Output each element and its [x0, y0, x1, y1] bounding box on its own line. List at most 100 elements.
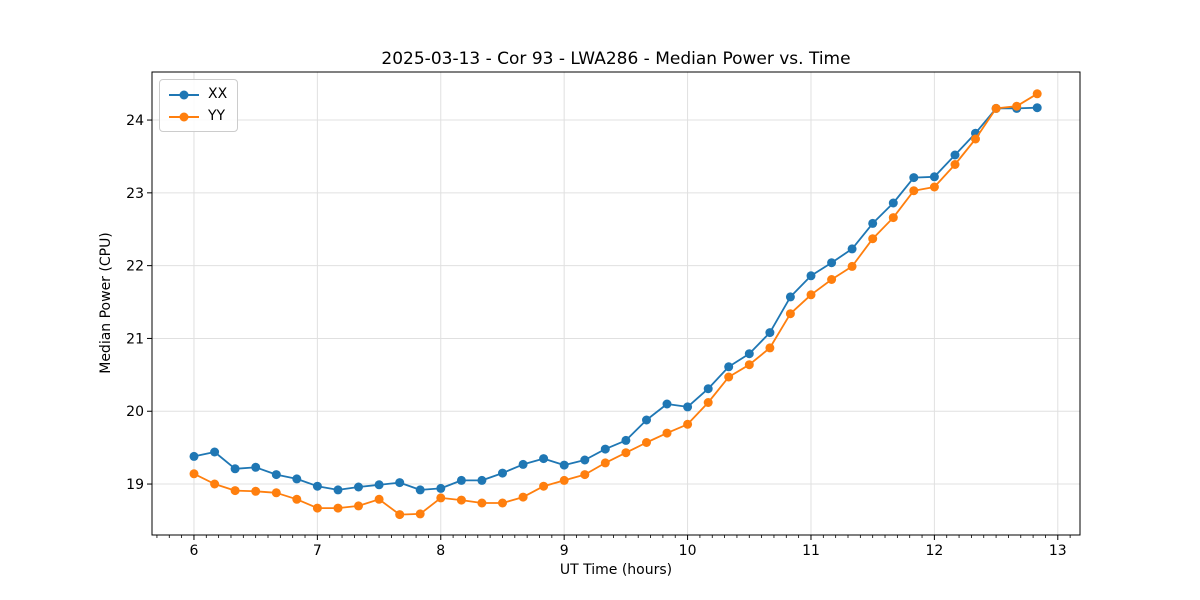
x-tick-label: 7: [313, 543, 322, 559]
x-tick-label: 9: [560, 543, 569, 559]
data-point-yy: [354, 501, 363, 511]
chart-title: 2025-03-13 - Cor 93 - LWA286 - Median Po…: [381, 49, 850, 69]
data-point-yy: [456, 495, 466, 505]
data-point-xx: [765, 328, 775, 338]
data-point-xx: [703, 384, 713, 394]
data-point-yy: [436, 493, 446, 503]
data-point-xx: [312, 481, 322, 491]
data-series: [189, 89, 1042, 520]
data-point-xx: [683, 402, 693, 412]
data-point-yy: [189, 469, 199, 479]
y-tick-label: 23: [126, 186, 144, 202]
y-tick-label: 24: [126, 113, 144, 129]
x-tick-label: 11: [802, 543, 820, 559]
data-point-yy: [806, 290, 816, 300]
data-point-yy: [847, 261, 857, 271]
legend-swatch-yy-icon: [169, 112, 199, 121]
data-point-yy: [703, 398, 713, 407]
data-point-xx: [868, 218, 878, 228]
data-point-yy: [1012, 101, 1022, 111]
data-point-yy: [950, 160, 960, 169]
data-point-yy: [518, 492, 528, 502]
legend-item-yy: YY: [169, 108, 227, 125]
data-point-xx: [210, 447, 220, 457]
data-point-xx: [559, 460, 569, 470]
data-point-yy: [929, 182, 939, 192]
x-tick-label: 10: [679, 543, 697, 559]
data-point-yy: [333, 503, 343, 513]
data-point-xx: [518, 459, 528, 469]
series-yy: [189, 89, 1042, 520]
data-point-xx: [847, 244, 857, 254]
data-point-xx: [929, 172, 939, 182]
data-point-xx: [271, 470, 281, 480]
data-point-yy: [888, 213, 898, 223]
data-point-xx: [354, 482, 363, 492]
data-point-xx: [251, 462, 261, 472]
data-point-yy: [991, 103, 1001, 113]
x-tick-label: 6: [189, 543, 198, 559]
data-point-yy: [621, 448, 631, 458]
data-point-yy: [415, 509, 425, 519]
y-tick-label: 21: [126, 331, 144, 347]
data-point-xx: [621, 435, 631, 445]
x-tick-label: 12: [925, 543, 943, 559]
data-point-yy: [785, 309, 795, 319]
data-point-xx: [415, 485, 425, 495]
series-line-yy: [193, 92, 1039, 516]
legend-item-xx: XX: [169, 86, 227, 103]
data-point-xx: [477, 475, 487, 485]
data-point-yy: [642, 438, 651, 447]
data-point-yy: [395, 510, 405, 520]
data-point-yy: [765, 343, 775, 353]
data-point-xx: [744, 349, 754, 359]
tick-labels: 6 7 8 9 10 11 12 13 19 20 21 22 23 24: [126, 113, 1067, 559]
legend-swatch-xx-icon: [169, 90, 199, 99]
x-axis-label: UT Time (hours): [560, 562, 672, 578]
data-point-yy: [868, 234, 878, 244]
data-point-yy: [477, 498, 487, 508]
data-point-xx: [395, 478, 405, 488]
data-point-yy: [559, 475, 569, 485]
data-point-yy: [374, 494, 384, 504]
data-point-yy: [539, 481, 549, 491]
y-tick-label: 20: [126, 404, 144, 420]
y-tick-label: 19: [126, 477, 144, 493]
data-point-xx: [189, 451, 199, 461]
series-xx: [189, 103, 1042, 495]
data-point-xx: [436, 483, 446, 493]
axis-ticks: [147, 119, 1071, 540]
data-point-xx: [498, 468, 507, 478]
plot-border: [151, 71, 1081, 536]
data-point-xx: [1032, 103, 1042, 113]
data-point-xx: [456, 475, 466, 485]
data-point-xx: [827, 258, 837, 268]
data-point-xx: [950, 150, 960, 160]
data-point-yy: [909, 186, 919, 196]
data-point-yy: [662, 428, 672, 438]
data-point-xx: [230, 464, 240, 474]
data-point-yy: [971, 134, 980, 144]
grid-lines: [152, 72, 1080, 535]
data-point-yy: [744, 360, 754, 370]
data-point-xx: [600, 444, 610, 454]
data-point-yy: [312, 503, 322, 513]
data-point-xx: [292, 474, 302, 484]
legend-label-xx: XX: [208, 86, 228, 102]
data-point-yy: [580, 470, 590, 480]
data-point-xx: [539, 454, 549, 464]
data-point-yy: [683, 419, 693, 429]
data-point-xx: [333, 485, 343, 495]
y-tick-label: 22: [126, 259, 144, 275]
data-point-yy: [292, 494, 302, 504]
x-tick-label: 8: [436, 543, 445, 559]
data-point-yy: [600, 458, 610, 468]
data-point-yy: [210, 479, 220, 489]
data-point-xx: [785, 292, 795, 302]
data-point-xx: [806, 271, 816, 281]
data-point-xx: [642, 415, 651, 425]
legend-label-yy: YY: [208, 108, 226, 124]
data-point-xx: [374, 480, 384, 490]
